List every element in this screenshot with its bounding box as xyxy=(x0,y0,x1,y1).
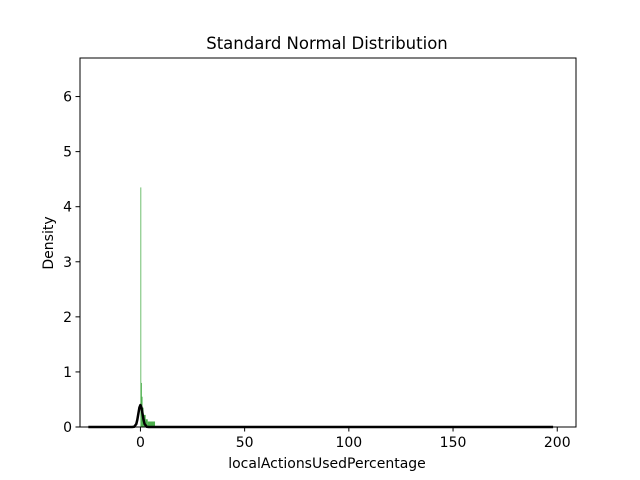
y-tick-label-0: 0 xyxy=(63,420,72,436)
axes-frame xyxy=(79,57,577,428)
y-tick-label-3: 3 xyxy=(63,255,72,271)
x-axis-label: localActionsUsedPercentage xyxy=(228,456,426,472)
y-axis-label: Density xyxy=(41,216,57,269)
y-tick-label-1: 1 xyxy=(63,365,72,381)
histogram-bar-5 xyxy=(145,419,148,427)
x-tick-label-0: 0 xyxy=(136,435,145,451)
y-tick-label-2: 2 xyxy=(63,310,72,326)
chart-title: Standard Normal Distribution xyxy=(206,34,448,53)
x-axis-ticks: 0 50 100 150 200 xyxy=(136,427,571,451)
histogram-bar-0 xyxy=(140,187,142,427)
plot-area: 0 50 100 150 200 0 1 2 3 4 5 6 xyxy=(63,57,577,451)
x-tick-label-1: 50 xyxy=(236,435,254,451)
histogram-bar-6 xyxy=(147,421,156,427)
y-axis-ticks: 0 1 2 3 4 5 6 xyxy=(63,90,80,436)
x-tick-label-3: 150 xyxy=(440,435,467,451)
y-tick-label-5: 5 xyxy=(63,145,72,161)
x-tick-label-2: 100 xyxy=(335,435,362,451)
y-tick-label-6: 6 xyxy=(63,90,72,106)
y-tick-label-4: 4 xyxy=(63,200,72,216)
x-tick-label-4: 200 xyxy=(544,435,571,451)
